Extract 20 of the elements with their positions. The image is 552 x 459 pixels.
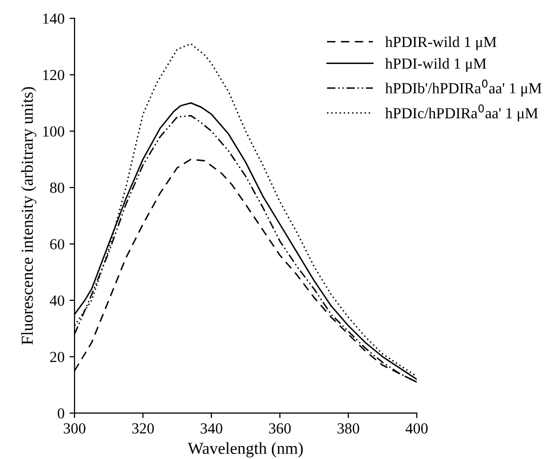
legend-label: hPDIb'/hPDIRa$^{0}$aa' 1 μM [385, 80, 542, 97]
y-tick-label: 60 [50, 239, 64, 250]
x-tick-label: 380 [338, 423, 360, 434]
y-tick-label: 80 [50, 182, 64, 193]
x-tick-label: 400 [406, 423, 428, 434]
y-axis-title: Fluorescence intensity (arbitrary units) [21, 87, 36, 345]
x-tick-label: 340 [200, 423, 222, 434]
y-tick-label: 120 [43, 70, 64, 80]
legend-label: hPDIc/hPDIRa$^{0}$aa' 1 μM [385, 104, 538, 122]
x-tick-label: 360 [269, 423, 291, 434]
y-tick-label: 20 [50, 352, 64, 362]
y-tick-label: 140 [43, 14, 64, 24]
y-tick-label: 40 [50, 295, 64, 306]
legend-label: hPDI-wild 1 μM [385, 58, 486, 72]
y-tick-label: 100 [43, 126, 64, 137]
y-tick-label: 0 [58, 408, 64, 419]
x-tick-label: 300 [64, 423, 86, 434]
x-axis-title: Wavelength (nm) [188, 442, 303, 458]
x-tick-label: 320 [132, 423, 154, 434]
legend-label: hPDIR-wild 1 μM [385, 36, 496, 50]
